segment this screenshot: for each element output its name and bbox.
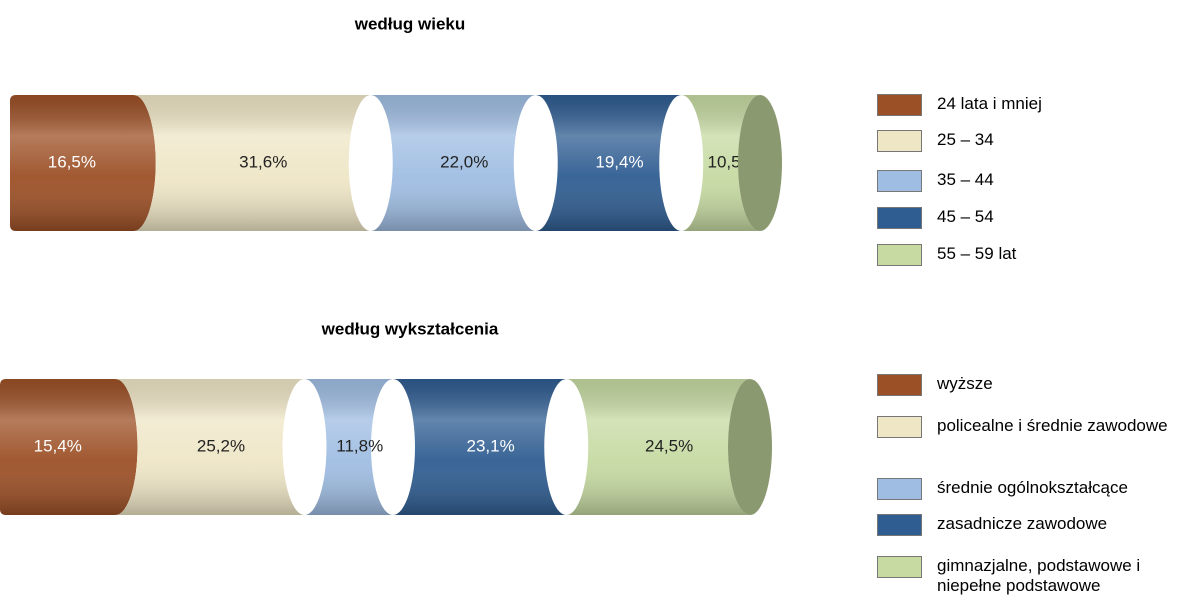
value-label: 19,4% <box>595 152 643 171</box>
value-label: 24,5% <box>645 436 693 455</box>
legend-item: policealne i średnie zawodowe <box>877 416 1177 438</box>
legend-item: 55 – 59 lat <box>877 244 1177 266</box>
legend-swatch <box>877 514 922 536</box>
value-label: 15,4% <box>34 436 82 455</box>
bar-shading <box>304 379 393 515</box>
legend-item: zasadnicze zawodowe <box>877 514 1177 536</box>
value-label: 22,0% <box>440 152 488 171</box>
value-label: 11,8% <box>336 436 383 455</box>
legend-label: 45 – 54 <box>937 207 994 226</box>
legend-swatch <box>877 416 922 438</box>
legend-label: zasadnicze zawodowe <box>937 514 1108 533</box>
bar-shading <box>370 95 536 231</box>
value-label: 16,5% <box>48 152 96 171</box>
value-label: 25,2% <box>197 436 245 455</box>
legend-swatch <box>877 207 922 229</box>
chart-title: według wieku <box>354 14 466 33</box>
bar-cap <box>738 95 782 231</box>
legend-item: 35 – 44 <box>877 170 1177 192</box>
legend-label: wyższe <box>937 374 993 393</box>
legend-swatch <box>877 130 922 152</box>
legend-swatch <box>877 478 922 500</box>
legend-label: 55 – 59 lat <box>937 244 1017 263</box>
legend-item: 25 – 34 <box>877 130 1177 152</box>
legend-label: policealne i średnie zawodowe <box>937 416 1168 435</box>
bar-shading <box>393 379 567 515</box>
legend-swatch <box>877 374 922 396</box>
legend-label: gimnazjalne, podstawowe i niepełne podst… <box>937 556 1141 595</box>
bar-shading <box>681 95 760 231</box>
legend-label: 24 lata i mniej <box>937 94 1042 113</box>
legend-item: gimnazjalne, podstawowe i niepełne podst… <box>877 556 1177 596</box>
legend-item: średnie ogólnokształcące <box>877 478 1177 500</box>
legend-swatch <box>877 244 922 266</box>
bar-shading <box>10 95 156 231</box>
bar-shading <box>0 379 138 515</box>
legend-item: wyższe <box>877 374 1177 396</box>
legend-swatch <box>877 94 922 116</box>
value-label: 31,6% <box>239 152 287 171</box>
legend-item: 45 – 54 <box>877 207 1177 229</box>
legend-item: 24 lata i mniej <box>877 94 1177 116</box>
bar-shading <box>115 379 305 515</box>
value-label: 23,1% <box>467 436 515 455</box>
legend-label: średnie ogólnokształcące <box>937 478 1128 497</box>
legend-label: 25 – 34 <box>937 130 994 149</box>
bar-cap <box>728 379 772 515</box>
legend-swatch <box>877 556 922 578</box>
bar-shading <box>535 95 682 231</box>
bar-shading <box>133 95 371 231</box>
legend-label: 35 – 44 <box>937 170 994 189</box>
legend-swatch <box>877 170 922 192</box>
bar-shading <box>566 379 750 515</box>
chart-title: według wykształcenia <box>321 319 499 338</box>
